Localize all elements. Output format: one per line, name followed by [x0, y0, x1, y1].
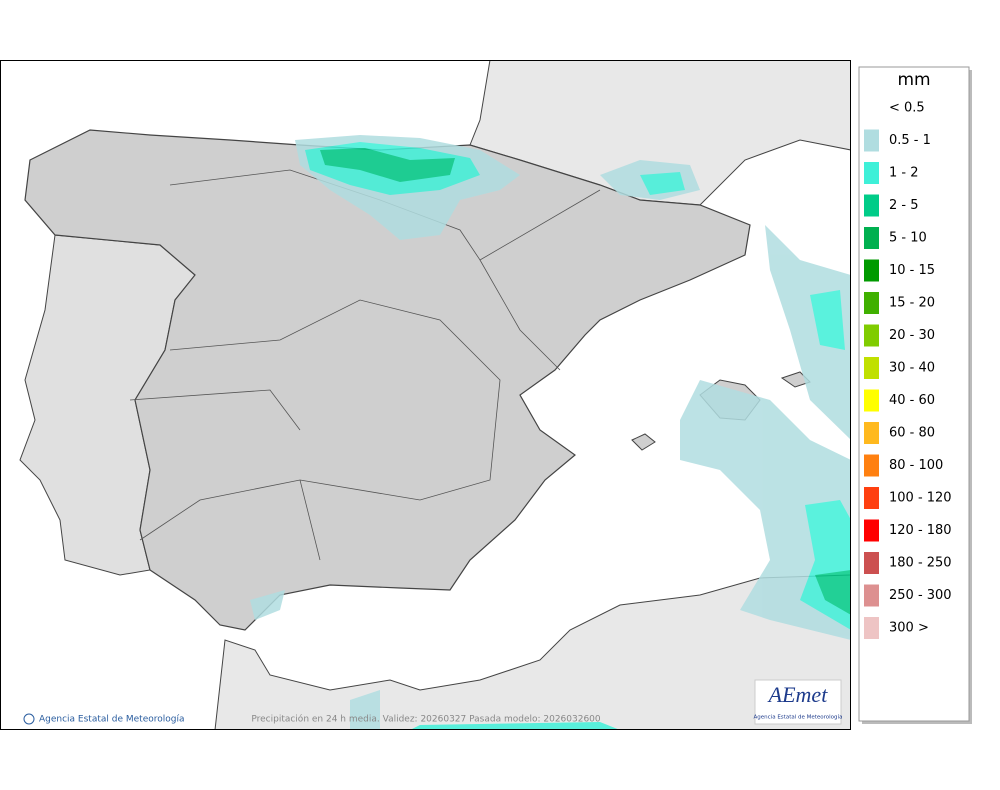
- legend-swatch: [864, 552, 879, 574]
- legend-label: < 0.5: [889, 101, 925, 116]
- legend-label: 80 - 100: [889, 458, 943, 473]
- legend-swatch: [864, 292, 879, 314]
- precipitation: [250, 135, 850, 729]
- legend-swatch: [864, 584, 879, 607]
- legend-swatch: [864, 324, 879, 347]
- legend-items: < 0.5 0.5 - 1 1 - 2 2 - 5 5 - 10 10 - 15 15 - …: [864, 101, 952, 639]
- logo-subtitle: Agencia Estatal de Meteorología: [754, 714, 843, 721]
- legend-label: 120 - 180: [889, 523, 952, 538]
- legend-label: 0.5 - 1: [889, 133, 931, 148]
- legend-swatch: [864, 487, 879, 509]
- legend-swatch: [864, 357, 879, 379]
- legend-label: 300 >: [889, 621, 929, 636]
- caption: Precipitación en 24 h media. Validez: 20…: [251, 714, 601, 725]
- logo-box: [754, 679, 842, 725]
- legend-label: 15 - 20: [889, 296, 935, 311]
- legend-swatch: [864, 454, 879, 477]
- land-spain: [24, 129, 751, 631]
- legend-label: 2 - 5: [889, 198, 919, 213]
- legend-swatch: [864, 259, 879, 282]
- legend-swatch: [864, 389, 879, 412]
- legend-label: 100 - 120: [889, 491, 952, 506]
- logo: AEmet: [767, 682, 829, 707]
- legend-label: 10 - 15: [889, 263, 935, 278]
- legend-label: 30 - 40: [889, 361, 935, 376]
- legend-label: 20 - 30: [889, 328, 935, 343]
- legend-label: 1 - 2: [889, 166, 919, 181]
- legend-swatch: [864, 617, 879, 639]
- legend-label: 250 - 300: [889, 588, 952, 603]
- copyright-icon: [23, 713, 35, 725]
- credit: Agencia Estatal de Meteorología: [39, 715, 185, 725]
- legend-swatch: [864, 227, 879, 249]
- legend-swatch: [864, 129, 879, 152]
- legend-label: 60 - 80: [889, 426, 935, 441]
- legend-label: 40 - 60: [889, 393, 935, 408]
- legend-label: 180 - 250: [889, 556, 952, 571]
- island-ibiza: [631, 433, 656, 451]
- map: [1, 61, 850, 729]
- legend-swatch: [864, 162, 879, 184]
- map-frame: [0, 60, 851, 730]
- legend-label: 5 - 10: [889, 231, 927, 246]
- legend-swatch: [864, 422, 879, 444]
- legend-title: mm: [897, 70, 930, 90]
- legend-swatch: [864, 519, 879, 542]
- legend-swatch: [864, 194, 879, 217]
